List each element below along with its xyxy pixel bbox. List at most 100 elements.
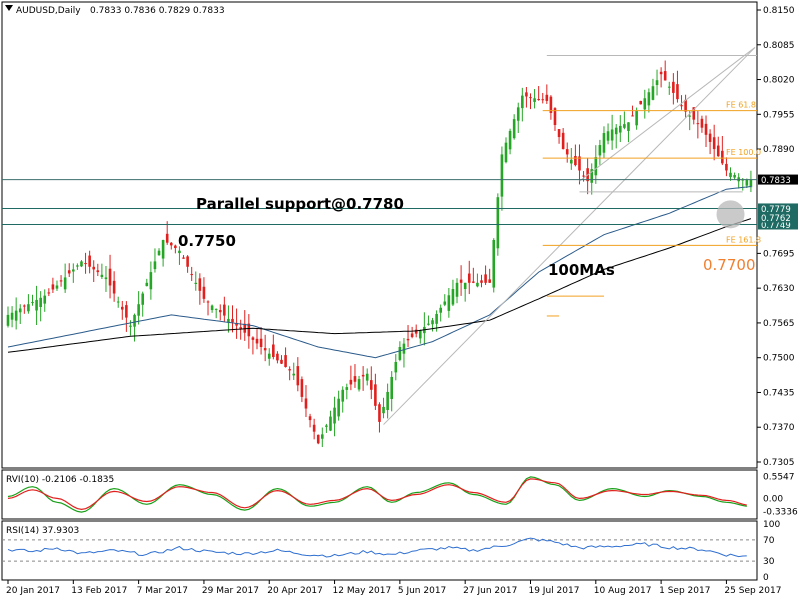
candle-body <box>304 398 308 409</box>
x-tick-label: 7 Mar 2017 <box>137 586 188 596</box>
candle-body <box>153 261 157 270</box>
candle-body <box>484 274 487 283</box>
candle-body <box>174 245 177 249</box>
rvi-y-tick-label: 0.5547 <box>763 473 795 483</box>
candle-body <box>202 286 206 299</box>
candle-body <box>51 284 55 290</box>
candle-body <box>525 92 528 97</box>
candle-body <box>684 99 687 112</box>
candle-body <box>67 270 71 274</box>
candle-body <box>651 86 655 100</box>
candle-body <box>259 338 263 347</box>
hline-label: 0.7749 <box>761 221 791 231</box>
candle-body <box>165 233 169 243</box>
candle-body <box>76 265 79 267</box>
candle-body <box>647 92 651 106</box>
channel-line-upper <box>579 47 756 182</box>
ma-slow-line <box>7 218 752 353</box>
rsi-y-tick-label: 100 <box>763 520 780 530</box>
candle-body <box>129 325 132 327</box>
candle-body <box>239 327 242 330</box>
candle-body <box>561 132 565 150</box>
candle-body <box>96 270 100 273</box>
candle-body <box>749 179 753 188</box>
candle-body <box>59 280 63 282</box>
hline-label: 0.7779 <box>761 205 791 215</box>
annotation-target: 0.7700 <box>703 256 756 274</box>
candle-body <box>574 156 577 166</box>
candle-body <box>325 425 328 427</box>
candle-body <box>178 250 181 254</box>
candle-body <box>394 361 398 373</box>
candle-body <box>672 81 675 93</box>
candle-body <box>443 301 447 305</box>
candles-group <box>6 60 753 448</box>
candle-body <box>27 304 30 312</box>
candle-body <box>182 257 185 259</box>
candle-body <box>557 129 561 138</box>
rvi-panel-frame <box>1 469 758 520</box>
candle-body <box>545 94 549 101</box>
candle-body <box>88 255 91 267</box>
candle-body <box>659 71 663 75</box>
candle-body <box>663 71 667 81</box>
candle-body <box>708 133 712 142</box>
price-y-tick-label: 0.7955 <box>763 110 795 120</box>
candle-body <box>329 416 332 431</box>
candle-body <box>31 302 34 304</box>
hline-label: 0.7762 <box>761 214 791 224</box>
candle-body <box>357 379 361 390</box>
candle-body <box>733 175 736 178</box>
candle-body <box>476 282 479 287</box>
candle-body <box>116 301 120 303</box>
candle-body <box>459 279 463 283</box>
candle-body <box>194 282 198 284</box>
candle-body <box>72 269 75 272</box>
candle-body <box>521 95 524 109</box>
candle-body <box>157 250 161 256</box>
candle-body <box>537 99 540 101</box>
hline-label-box <box>758 174 798 185</box>
candle-body <box>288 369 291 371</box>
candle-body <box>63 277 67 290</box>
x-tick-label: 19 Jul 2017 <box>528 586 579 596</box>
candle-body <box>145 282 149 287</box>
candle-body <box>374 384 377 406</box>
candle-body <box>700 118 704 128</box>
symbol-title: AUDUSD,Daily <box>16 6 81 16</box>
candle-body <box>472 281 475 283</box>
candle-body <box>247 323 251 337</box>
candle-body <box>602 133 606 153</box>
candle-body <box>635 110 638 126</box>
candle-body <box>349 379 353 385</box>
candle-body <box>23 305 26 307</box>
candle-body <box>639 100 643 105</box>
candle-body <box>463 282 467 290</box>
candle-body <box>553 108 557 126</box>
price-panel-frame <box>1 1 758 469</box>
fib-level-label: FE 61.8 <box>726 101 756 110</box>
candle-body <box>235 323 238 326</box>
candle-body <box>18 308 22 313</box>
x-tick-label: 20 Jan 2017 <box>6 586 60 596</box>
price-y-tick-label: 0.7435 <box>763 388 795 398</box>
rvi-y-tick-label: 0.00 <box>763 494 783 504</box>
candle-body <box>243 323 247 333</box>
candle-body <box>272 344 275 358</box>
candle-body <box>643 98 647 110</box>
x-tick-label: 29 Mar 2017 <box>202 586 259 596</box>
candle-body <box>43 295 47 304</box>
candle-body <box>92 266 96 270</box>
candle-body <box>108 268 112 286</box>
candle-body <box>141 293 145 305</box>
candle-body <box>488 279 491 283</box>
candle-body <box>337 398 340 417</box>
candle-body <box>206 301 210 303</box>
x-tick-label: 20 Apr 2017 <box>267 586 323 596</box>
candle-body <box>716 145 720 157</box>
candle-body <box>251 337 255 340</box>
candle-body <box>227 318 230 323</box>
hline-label-box <box>758 212 798 223</box>
candle-body <box>606 131 610 141</box>
